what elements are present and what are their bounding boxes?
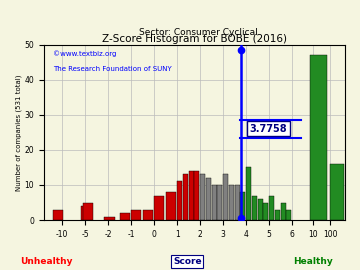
Text: ©www.textbiz.org: ©www.textbiz.org xyxy=(53,50,116,57)
Bar xyxy=(310,55,328,220)
Bar xyxy=(104,217,114,220)
Bar xyxy=(143,210,153,220)
Text: Healthy: Healthy xyxy=(293,257,333,266)
Bar xyxy=(240,192,246,220)
Bar xyxy=(200,174,205,220)
Bar xyxy=(120,213,130,220)
Text: Score: Score xyxy=(173,257,202,266)
Bar xyxy=(189,171,194,220)
Bar xyxy=(83,202,93,220)
Text: Sector: Consumer Cyclical: Sector: Consumer Cyclical xyxy=(139,28,257,37)
Text: The Research Foundation of SUNY: The Research Foundation of SUNY xyxy=(53,66,171,72)
Bar xyxy=(252,195,257,220)
Y-axis label: Number of companies (531 total): Number of companies (531 total) xyxy=(15,74,22,191)
Bar xyxy=(131,210,141,220)
Bar xyxy=(246,167,251,220)
Title: Z-Score Histogram for BOBE (2016): Z-Score Histogram for BOBE (2016) xyxy=(102,34,287,44)
Text: 3.7758: 3.7758 xyxy=(250,124,287,134)
Bar xyxy=(269,195,274,220)
Bar xyxy=(275,210,280,220)
Bar xyxy=(53,210,63,220)
Bar xyxy=(264,202,269,220)
Bar xyxy=(223,174,228,220)
Bar xyxy=(258,199,263,220)
Bar xyxy=(177,181,182,220)
Bar xyxy=(286,210,291,220)
Bar xyxy=(212,185,217,220)
Text: Unhealthy: Unhealthy xyxy=(21,257,73,266)
Bar xyxy=(194,171,199,220)
Bar xyxy=(330,164,344,220)
Bar xyxy=(229,185,234,220)
Bar xyxy=(183,174,188,220)
Bar xyxy=(81,206,91,220)
Bar xyxy=(235,185,240,220)
Bar xyxy=(154,195,165,220)
Bar xyxy=(206,178,211,220)
Bar xyxy=(217,185,222,220)
Bar xyxy=(166,192,176,220)
Bar xyxy=(280,202,286,220)
